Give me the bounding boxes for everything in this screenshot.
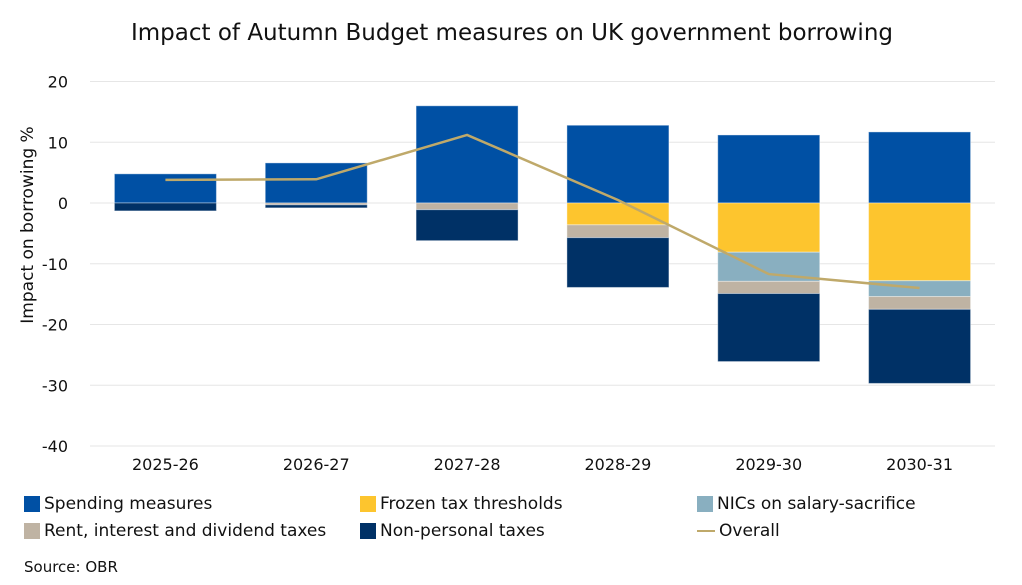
- legend-label: Spending measures: [44, 494, 213, 514]
- bar-segment: [566, 124, 670, 204]
- legend-item: Rent, interest and dividend taxes: [24, 521, 326, 541]
- bar-segment: [868, 131, 972, 204]
- x-tick-label: 2026-27: [283, 455, 350, 474]
- y-tick-label: -10: [42, 255, 68, 274]
- x-tick-label: 2027-28: [434, 455, 501, 474]
- legend-item: NICs on salary-sacrifice: [697, 494, 916, 514]
- x-tick-label: 2028-29: [584, 455, 651, 474]
- legend-swatch: [697, 530, 715, 532]
- bar-segment: [868, 280, 972, 298]
- bar-segment: [415, 105, 519, 204]
- x-tick-label: 2030-31: [886, 455, 953, 474]
- bar-segment: [868, 202, 972, 282]
- y-tick-label: 0: [58, 194, 68, 213]
- legend-swatch: [24, 496, 40, 512]
- bar-segment: [717, 134, 821, 204]
- legend-label: Frozen tax thresholds: [380, 494, 563, 514]
- bar-segment: [868, 308, 972, 384]
- legend-label: Overall: [719, 521, 780, 541]
- bar-segment: [264, 204, 368, 209]
- overall-line: [165, 133, 920, 290]
- chart-title: Impact of Autumn Budget measures on UK g…: [131, 20, 893, 46]
- y-tick-label: -30: [42, 376, 68, 395]
- source-note: Source: OBR: [24, 558, 118, 576]
- y-tick-label: -20: [42, 316, 68, 335]
- bar-segment: [566, 224, 670, 239]
- bar-segment: [566, 237, 670, 288]
- y-tick-label: -40: [42, 437, 68, 456]
- legend-swatch: [360, 496, 376, 512]
- legend-label: Rent, interest and dividend taxes: [44, 521, 327, 541]
- bar-segment: [415, 202, 519, 211]
- legend-item: Spending measures: [24, 494, 212, 514]
- legend-swatch: [697, 496, 713, 512]
- legend-item: Overall: [697, 521, 780, 541]
- legend-label: NICs on salary-sacrifice: [717, 494, 916, 514]
- bar-segment: [415, 209, 519, 242]
- legend-label: Non-personal taxes: [380, 521, 545, 541]
- x-tick-label: 2025-26: [132, 455, 199, 474]
- y-axis-label: Impact on borrowing %: [18, 126, 38, 323]
- legend-swatch: [24, 523, 40, 539]
- legend-swatch: [360, 523, 376, 539]
- bar-segment: [717, 280, 821, 295]
- legend-item: Frozen tax thresholds: [360, 494, 563, 514]
- bar-segment: [868, 296, 972, 310]
- bar-segment: [566, 202, 670, 226]
- bar-segment: [717, 202, 821, 253]
- legend-item: Non-personal taxes: [360, 521, 545, 541]
- y-tick-label: 10: [48, 133, 68, 152]
- bar-segment: [717, 293, 821, 363]
- bar-segment: [113, 173, 217, 204]
- y-tick-label: 20: [48, 73, 68, 92]
- bar-segment: [113, 202, 217, 212]
- x-tick-label: 2029-30: [735, 455, 802, 474]
